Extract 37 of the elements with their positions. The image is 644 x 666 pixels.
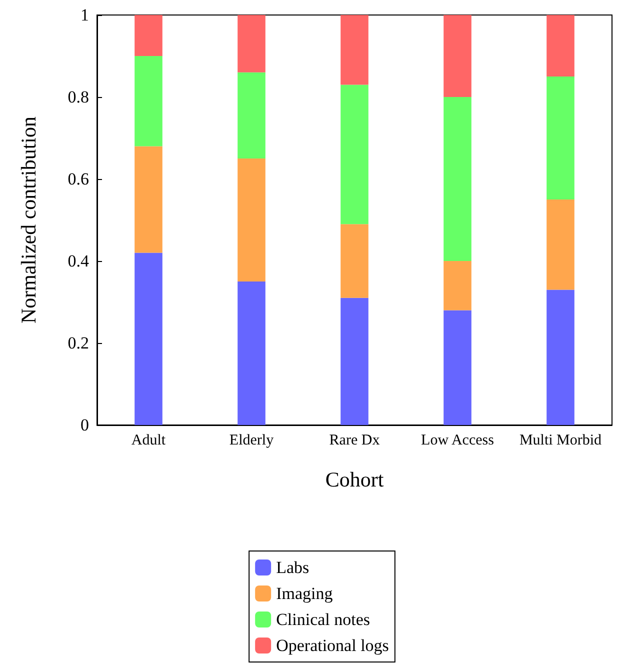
y-axis-title: Normalized contribution: [16, 116, 40, 324]
bar: [238, 72, 266, 158]
bar: [134, 56, 162, 146]
bar: [238, 15, 266, 72]
y-tick-label: 0.6: [68, 170, 89, 188]
bar: [340, 224, 368, 298]
bar: [238, 282, 266, 425]
bar: [238, 158, 266, 282]
bar: [340, 298, 368, 425]
bar: [546, 290, 574, 425]
bar: [444, 97, 472, 261]
bar: [340, 15, 368, 85]
bar: [134, 146, 162, 253]
bar: [546, 76, 574, 200]
legend-label: Labs: [276, 558, 310, 577]
x-tick-label: Adult: [131, 432, 166, 448]
bar: [134, 252, 162, 425]
bar: [444, 261, 472, 310]
bar: [444, 15, 472, 97]
y-tick-label: 1: [80, 6, 89, 24]
bar: [546, 15, 574, 76]
y-tick-label: 0: [80, 416, 89, 434]
bar: [546, 200, 574, 290]
x-tick-label: Multi Morbid: [519, 432, 602, 448]
legend-label: Imaging: [276, 584, 334, 603]
bar: [444, 310, 472, 425]
x-tick-label: Low Access: [421, 432, 494, 448]
x-axis-title: Cohort: [325, 468, 384, 492]
x-tick-label: Rare Dx: [329, 432, 380, 448]
x-tick-label: Elderly: [229, 432, 274, 448]
bar: [340, 84, 368, 224]
bar: [134, 15, 162, 56]
y-tick-label: 0.2: [68, 334, 89, 352]
legend-label: Clinical notes: [276, 610, 370, 629]
legend-label: Operational logs: [276, 636, 389, 655]
y-tick-label: 0.8: [68, 88, 89, 106]
y-tick-label: 0.4: [68, 252, 90, 270]
